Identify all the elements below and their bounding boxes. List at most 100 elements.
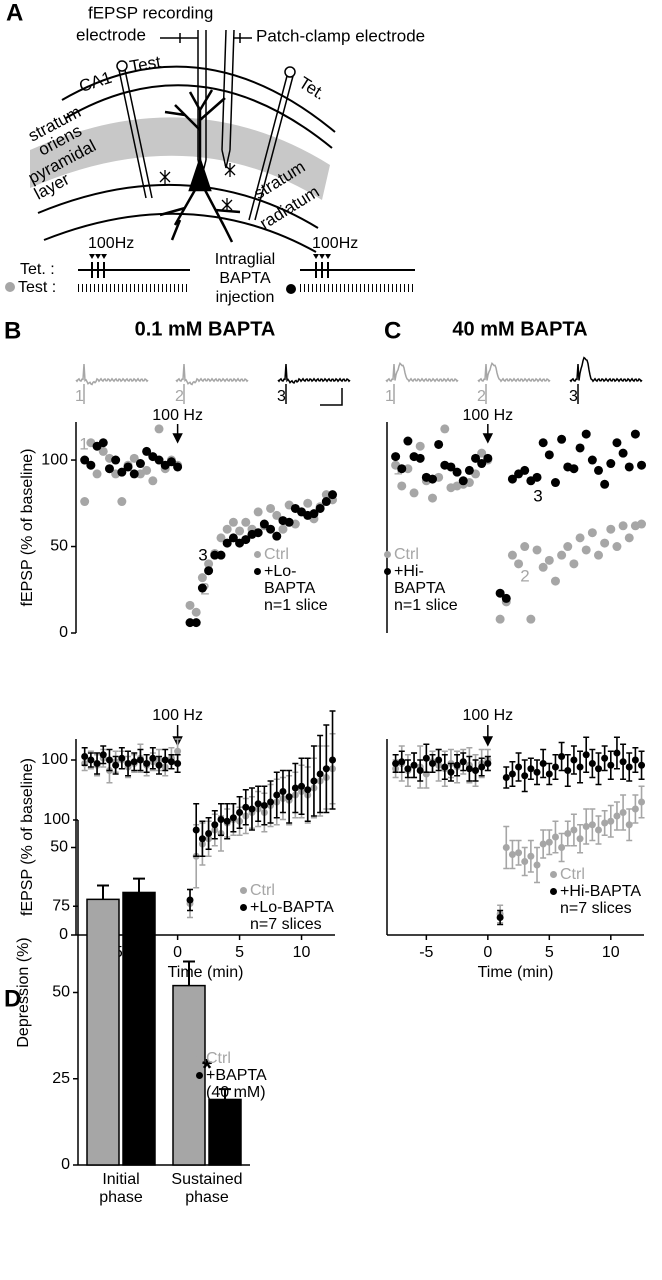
data-point — [576, 763, 584, 771]
electrode-tip — [284, 66, 296, 78]
data-point — [392, 760, 400, 767]
legend-label: +Hi-BAPTA — [560, 883, 642, 900]
data-point — [569, 559, 579, 569]
electrode-tip — [116, 60, 128, 72]
data-point — [166, 457, 176, 467]
legend-entry: Ctrl — [254, 546, 339, 563]
label: Test : — [18, 279, 56, 296]
y-axis-label: fEPSP (% of baseline) — [19, 448, 36, 606]
data-point — [254, 800, 262, 808]
data-point — [222, 538, 232, 548]
data-point — [328, 490, 338, 500]
arrow — [482, 424, 494, 444]
data-point — [410, 761, 418, 769]
data-point — [618, 521, 628, 531]
data-point — [315, 503, 325, 513]
data-point — [284, 517, 294, 527]
data-point — [637, 519, 647, 529]
data-point — [638, 761, 646, 769]
data-point — [192, 826, 200, 834]
legend-label: +Lo-BAPTA — [264, 563, 316, 597]
legend-entry: +Hi-BAPTA — [550, 883, 662, 900]
data-point — [228, 517, 238, 527]
data-point — [253, 528, 263, 538]
data-point — [422, 754, 430, 762]
data-point — [600, 538, 610, 548]
legend-entry: Ctrl — [240, 882, 380, 899]
y-tick-label: 0 — [59, 624, 68, 641]
data-point — [594, 465, 604, 475]
data-point — [235, 526, 245, 536]
data-point — [533, 768, 541, 776]
y-tick-label: 50 — [50, 538, 68, 555]
legend-label: +Hi-BAPTA — [394, 563, 446, 597]
arrow — [482, 725, 494, 747]
legend-entry: Ctrl — [384, 546, 469, 563]
data-point — [465, 765, 473, 773]
data-point — [612, 438, 622, 448]
data-point — [606, 459, 616, 469]
data-point — [588, 821, 596, 829]
bar — [86, 898, 120, 1166]
data-point — [228, 533, 238, 543]
data-point — [441, 763, 449, 771]
astrocytes — [159, 163, 236, 212]
data-point — [273, 791, 281, 799]
data-point — [154, 424, 164, 434]
x-tick-label: Sustained phase — [171, 1171, 243, 1206]
data-point — [105, 756, 113, 764]
data-point — [321, 490, 331, 500]
panel-letter: B — [4, 317, 21, 344]
x-tick-label: 5 — [545, 944, 554, 961]
label: Tet. — [296, 73, 329, 104]
data-point — [551, 763, 559, 771]
tet-line — [78, 262, 190, 278]
data-point — [478, 763, 486, 771]
data-point — [446, 462, 456, 472]
data-point — [204, 566, 214, 576]
data-point — [447, 768, 455, 776]
y-axis-label: Depression (%) — [15, 937, 32, 1047]
legend-box: Ctrl +Hi-BAPTA n=1 slice — [384, 546, 469, 614]
data-point — [242, 803, 250, 811]
recording-electrode — [160, 30, 207, 177]
data-point — [557, 550, 567, 560]
data-point — [124, 760, 132, 767]
data-point — [564, 830, 572, 837]
data-point — [241, 535, 251, 545]
data-point — [80, 455, 90, 465]
y-tick-label: 25 — [52, 1070, 70, 1087]
label: electrode — [76, 25, 146, 44]
data-point — [570, 756, 578, 764]
data-point — [538, 438, 548, 448]
panel-letter: A — [6, 0, 23, 26]
apical-dendrites — [164, 89, 226, 160]
legend-swatch — [196, 1055, 203, 1062]
data-point — [248, 805, 256, 813]
data-point — [514, 559, 524, 569]
label: Patch-clamp electrode — [256, 26, 425, 45]
legend-swatch — [550, 871, 557, 878]
data-point — [624, 533, 634, 543]
legend-entry: +BAPTA (40 mM) — [196, 1067, 301, 1101]
label: Test — [128, 52, 162, 76]
legend-swatch — [196, 1072, 203, 1079]
data-point — [581, 429, 591, 439]
trace-label: 1 — [385, 388, 394, 405]
data-point — [538, 562, 548, 572]
data-point — [322, 765, 330, 773]
data-point — [440, 424, 450, 434]
label: Tet. : — [20, 261, 55, 278]
data-point — [135, 459, 145, 469]
data-point — [550, 478, 560, 488]
data-point — [587, 455, 597, 465]
data-point — [472, 767, 480, 774]
data-point — [612, 542, 622, 552]
data-point — [484, 760, 492, 767]
data-point — [129, 469, 139, 479]
pyramidal-band — [30, 117, 330, 200]
data-point — [544, 450, 554, 460]
data-point — [298, 782, 306, 790]
data-point — [558, 753, 566, 760]
